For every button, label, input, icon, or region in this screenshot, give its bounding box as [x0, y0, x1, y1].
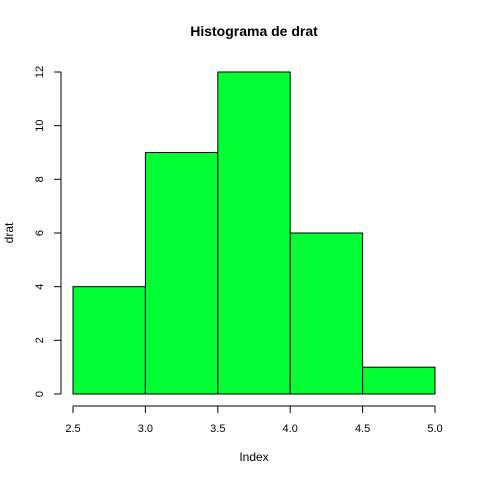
histogram-bar-0 [72, 286, 146, 395]
y-tick-label: 0 [34, 391, 46, 397]
histogram-bar-2 [217, 71, 291, 395]
y-axis-label: drat [2, 222, 16, 243]
y-tick-label: 12 [34, 66, 46, 78]
x-tick-label: 4.5 [355, 423, 370, 435]
histogram-bar-1 [144, 152, 219, 395]
y-tick-label: 10 [34, 120, 46, 132]
bars-group [72, 71, 436, 395]
x-tick-label: 2.5 [65, 423, 80, 435]
histogram-bar-4 [362, 366, 436, 395]
x-axis-label: Index [239, 450, 268, 464]
y-tick-label: 4 [34, 284, 46, 290]
x-tick-label: 4.0 [283, 423, 298, 435]
y-tick-label: 2 [34, 337, 46, 343]
y-tick-label: 8 [34, 176, 46, 182]
chart-title: Histograma de drat [190, 23, 318, 39]
x-tick-label: 3.0 [138, 423, 153, 435]
histogram-bar-3 [289, 232, 364, 395]
x-tick-label: 5.0 [427, 423, 442, 435]
x-axis: 2.5 3.0 3.5 4.0 4.5 5.0 [65, 405, 443, 435]
y-tick-label: 6 [34, 230, 46, 236]
y-axis: 0 2 4 6 8 10 12 [34, 66, 62, 397]
x-tick-label: 3.5 [210, 423, 225, 435]
